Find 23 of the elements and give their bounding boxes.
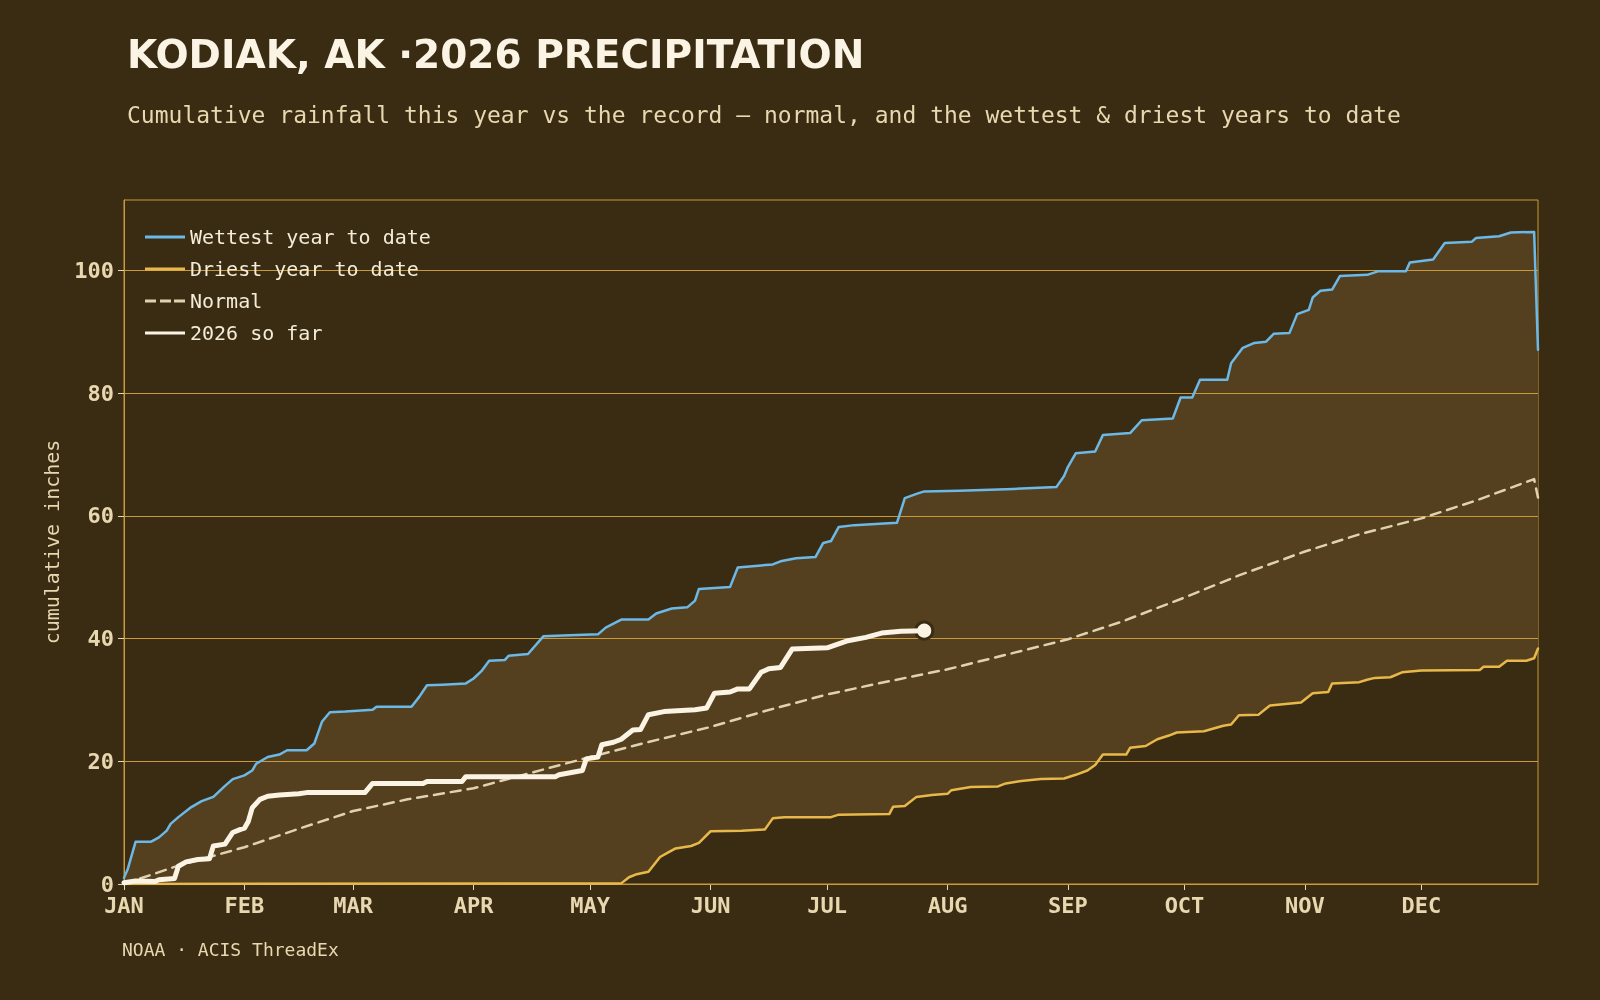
y-tick-label: 60 <box>87 503 114 529</box>
x-tick-label: MAY <box>570 892 611 918</box>
text: NOAA · ACIS ThreadEx <box>122 938 339 960</box>
y-tick-label: 40 <box>87 626 114 652</box>
y-tick-label: 20 <box>87 748 114 774</box>
x-tick-label: FEB <box>224 892 265 918</box>
x-tick-label: JUN <box>690 892 731 918</box>
x-tick-label: AUG <box>927 892 968 918</box>
x-tick-label: MAR <box>333 892 374 918</box>
legend-label: 2026 so far <box>190 321 323 345</box>
y-tick-label: 100 <box>74 258 114 284</box>
x-tick-label: SEP <box>1048 892 1088 918</box>
y-tick-label: 80 <box>87 380 114 406</box>
x-tick-label: DEC <box>1401 892 1442 918</box>
legend-label: Wettest year to date <box>190 225 431 249</box>
y-axis-title: cumulative inches <box>40 439 64 645</box>
chart-title: KODIAK, AK ·2026 PRECIPITATION <box>127 32 865 77</box>
x-tick-label: JUL <box>807 892 847 918</box>
chart-subtitle: Cumulative rainfall this year vs the record — normal, and the wettest & driest years to date <box>127 101 1401 128</box>
x-tick-label: NOV <box>1285 892 1325 918</box>
x-tick-label: OCT <box>1164 892 1205 918</box>
legend-label: Normal <box>190 289 263 313</box>
x-tick-label: APR <box>453 892 495 918</box>
